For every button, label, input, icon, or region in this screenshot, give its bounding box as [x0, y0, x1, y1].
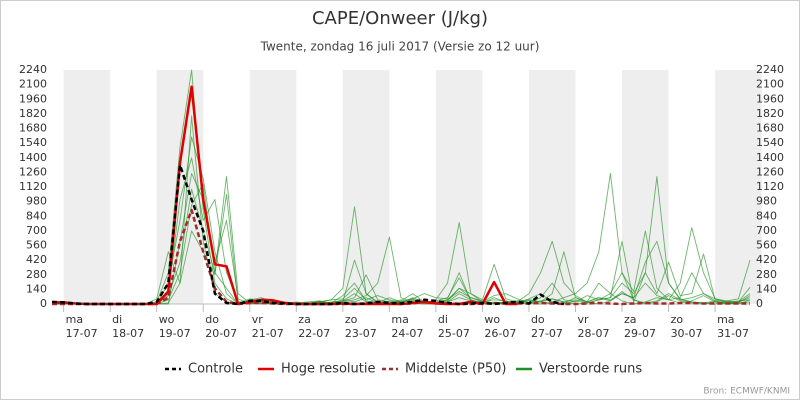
y2-tick-label: 560 [756, 239, 777, 252]
x-tick-label: di 25-07 [438, 313, 470, 340]
y-tick-label: 280 [26, 268, 47, 281]
day-band [435, 70, 483, 304]
y-tick-label: 1120 [19, 180, 47, 193]
x-tick-label: do 20-07 [205, 313, 237, 340]
x-tick-label: za 22-07 [298, 313, 330, 340]
y2-tick-label: 280 [756, 268, 777, 281]
legend-label: Controle [188, 362, 243, 377]
day-band [63, 70, 111, 304]
ensemble-run [52, 193, 751, 305]
x-tick-label: vr 28-07 [578, 313, 610, 340]
y-tick-label: 840 [26, 209, 47, 222]
y-tick-label: 2240 [19, 63, 47, 76]
x-tick-label: wo 26-07 [484, 313, 516, 340]
y2-tick-label: 420 [756, 253, 777, 266]
ensemble-run [52, 172, 751, 305]
y2-tick-label: 1540 [756, 136, 784, 149]
y-tick-label: 1680 [19, 122, 47, 135]
y2-tick-label: 1260 [756, 165, 784, 178]
y-tick-label: 980 [26, 195, 47, 208]
y2-tick-label: 0 [756, 297, 763, 310]
y-tick-label: 1820 [19, 107, 47, 120]
y-tick-label: 560 [26, 239, 47, 252]
x-tick-label: di 18-07 [112, 313, 144, 340]
y-tick-label: 140 [26, 282, 47, 295]
plot-area [51, 69, 751, 306]
series-line [51, 163, 565, 306]
x-tick-label: ma 24-07 [391, 313, 423, 340]
x-tick-label: wo 19-07 [159, 313, 191, 340]
x-tick-label: do 27-07 [531, 313, 563, 340]
y2-tick-label: 2100 [756, 78, 784, 91]
y-tick-label: 0 [40, 297, 47, 310]
y2-tick-label: 980 [756, 195, 777, 208]
chart-title: CAPE/Onweer (J/kg) [312, 8, 488, 29]
day-band [249, 70, 297, 304]
day-band [622, 70, 669, 304]
day-band [715, 70, 762, 304]
x-tick-label: zo 23-07 [345, 313, 377, 340]
y2-tick-label: 1120 [756, 180, 784, 193]
y2-tick-label: 840 [756, 209, 777, 222]
x-tick-label: vr 21-07 [252, 313, 284, 340]
x-tick-label: zo 30-07 [671, 313, 703, 340]
y-tick-label: 1400 [19, 151, 47, 164]
y-tick-label: 420 [26, 253, 47, 266]
legend-label: Hoge resolutie [281, 362, 375, 377]
y-tick-label: 1960 [19, 92, 47, 105]
y2-tick-label: 140 [756, 282, 777, 295]
y-tick-label: 700 [26, 224, 47, 237]
day-band [528, 70, 576, 304]
legend-label: Verstoorde runs [539, 362, 642, 377]
y-tick-label: 2100 [19, 78, 47, 91]
y2-tick-label: 2240 [756, 63, 784, 76]
day-band [156, 70, 204, 304]
chart-subtitle: Twente, zondag 16 juli 2017 (Versie zo 1… [260, 40, 540, 54]
source: Bron: ECMWF/KNMI [703, 387, 790, 397]
y2-tick-label: 700 [756, 224, 777, 237]
y2-tick-label: 1400 [756, 151, 784, 164]
y2-tick-label: 1680 [756, 122, 784, 135]
day-band [342, 70, 390, 304]
y2-tick-label: 1820 [756, 107, 784, 120]
y2-tick-label: 1960 [756, 92, 784, 105]
y-tick-label: 1540 [19, 136, 47, 149]
x-tick-label: za 29-07 [624, 313, 656, 340]
legend-label: Middelste (P50) [405, 362, 506, 377]
y-tick-label: 1260 [19, 165, 47, 178]
x-tick-label: ma 17-07 [66, 313, 98, 340]
ensemble-run [52, 115, 751, 305]
x-tick-label: ma 31-07 [717, 313, 749, 340]
